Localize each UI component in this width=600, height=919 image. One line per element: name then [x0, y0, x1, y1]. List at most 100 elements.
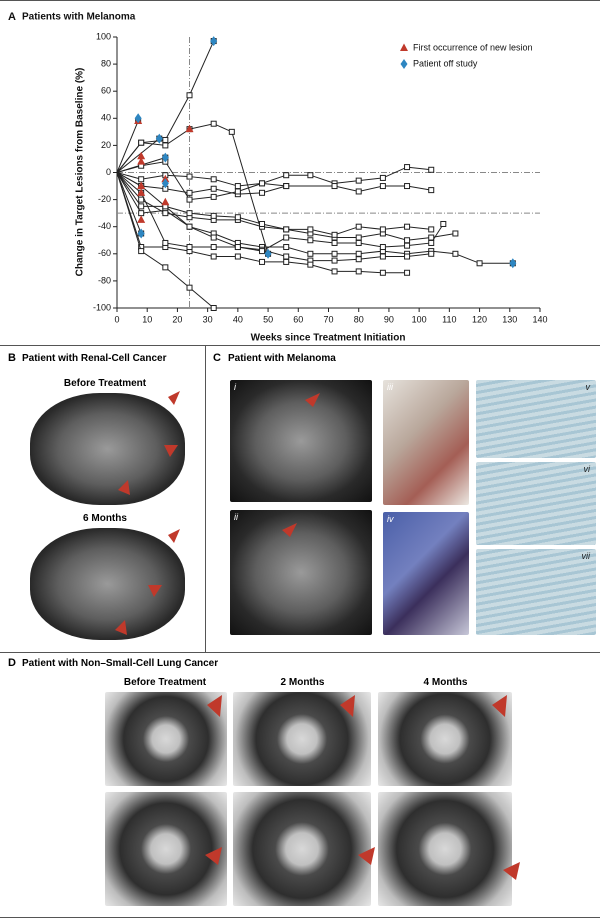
y-tick-label: 40	[101, 113, 111, 123]
x-tick-label: 30	[203, 314, 213, 324]
arrowhead	[168, 529, 180, 543]
point-marker	[162, 239, 169, 246]
point-marker	[379, 253, 386, 260]
y-tick-label: 100	[96, 31, 111, 41]
panel-title: Patient with Non–Small-Cell Lung Cancer	[22, 658, 219, 669]
patient-line	[116, 161, 287, 201]
arrowhead	[492, 695, 507, 717]
diamond-marker	[155, 133, 163, 144]
x-tick-label: 110	[442, 314, 456, 324]
point-marker	[404, 164, 411, 171]
image-label: vii	[581, 551, 591, 561]
point-marker	[331, 231, 338, 238]
patient-line	[116, 172, 432, 236]
point-marker	[428, 166, 435, 173]
point-marker	[307, 226, 314, 233]
panel-letter: D	[8, 657, 16, 669]
y-tick-label: 20	[101, 140, 111, 150]
point-marker	[186, 223, 193, 230]
border	[0, 345, 600, 346]
ct-image: i	[230, 380, 372, 502]
border	[0, 652, 600, 653]
border	[0, 917, 600, 918]
arrowhead	[118, 480, 130, 495]
point-marker	[186, 244, 193, 251]
patient-line	[116, 166, 432, 187]
point-marker	[452, 230, 459, 237]
point-marker	[283, 234, 290, 241]
point-marker	[355, 256, 362, 263]
point-marker	[162, 210, 169, 217]
y-tick-label: -60	[98, 248, 111, 258]
lung-ct	[105, 692, 227, 786]
x-tick-label: 70	[323, 314, 333, 324]
point-marker	[186, 173, 193, 180]
point-marker	[379, 174, 386, 181]
point-marker	[307, 237, 314, 244]
point-marker	[283, 244, 290, 251]
legend-label: Patient off study	[413, 58, 478, 68]
arrowhead	[148, 585, 162, 597]
chart: A Patients with Melanoma Weeks since Tre…	[8, 11, 548, 344]
image-label: vi	[583, 464, 591, 474]
point-marker	[138, 196, 145, 203]
panel-letter: A	[8, 11, 16, 23]
point-marker	[404, 223, 411, 230]
x-tick-label: 130	[502, 314, 517, 324]
arrowhead	[503, 862, 520, 880]
patient-line	[116, 138, 160, 173]
y-axis-label: Change in Target Lesions from Baseline (…	[75, 68, 86, 277]
diamond-marker	[137, 228, 145, 239]
column-header: 2 Months	[280, 677, 325, 688]
arrowhead	[358, 847, 375, 865]
column-header: Before Treatment	[123, 677, 207, 688]
point-marker	[210, 244, 217, 251]
point-marker	[355, 239, 362, 246]
point-marker	[331, 183, 338, 190]
point-marker	[307, 250, 314, 257]
y-tick-label: 60	[101, 86, 111, 96]
triangle-marker	[137, 181, 146, 190]
point-marker	[379, 244, 386, 251]
point-marker	[379, 183, 386, 190]
point-marker	[331, 239, 338, 246]
chart-title: Patients with Melanoma	[22, 12, 136, 23]
point-marker	[331, 257, 338, 264]
arrowhead	[205, 847, 222, 865]
point-marker	[452, 250, 459, 257]
point-marker	[283, 253, 290, 260]
y-tick-label: -80	[98, 275, 111, 285]
lung-ct	[378, 692, 512, 786]
point-marker	[379, 269, 386, 276]
point-marker	[186, 284, 193, 291]
point-marker	[355, 223, 362, 230]
x-tick-label: 80	[354, 314, 364, 324]
y-tick-label: -100	[93, 302, 111, 312]
triangle-marker	[137, 215, 146, 223]
diamond-marker	[134, 113, 142, 124]
point-marker	[210, 212, 217, 219]
panel-title: Patient with Renal-Cell Cancer	[22, 353, 167, 364]
point-marker	[307, 261, 314, 268]
x-tick-label: 0	[114, 314, 119, 324]
image-caption: Before Treatment	[63, 378, 147, 389]
point-marker	[476, 260, 483, 267]
arrowhead	[207, 695, 222, 717]
point-marker	[404, 253, 411, 260]
lung-ct	[105, 792, 227, 906]
triangle-marker	[137, 188, 146, 196]
point-marker	[379, 226, 386, 233]
arrowhead	[305, 393, 320, 407]
patient-line	[116, 172, 142, 234]
photo: iv	[383, 512, 469, 635]
point-marker	[355, 177, 362, 184]
point-marker	[210, 120, 217, 127]
triangle-marker	[137, 157, 146, 165]
column-header: 4 Months	[423, 677, 468, 688]
point-marker	[355, 268, 362, 275]
image-label: iv	[387, 514, 394, 524]
arrowhead	[168, 391, 180, 405]
triangle-marker	[137, 151, 146, 160]
y-tick-label: 80	[101, 58, 111, 68]
